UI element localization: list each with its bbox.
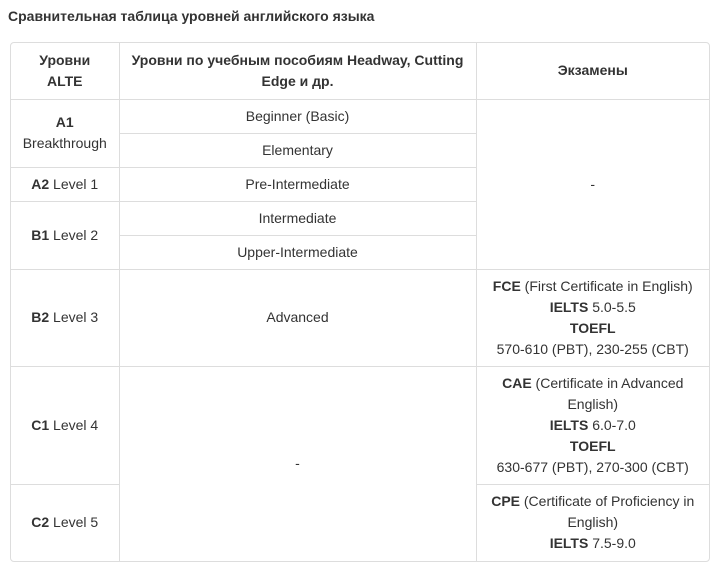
exam-cae-desc: (Certificate in Advanced English) xyxy=(531,374,684,412)
level-name: Level 1 xyxy=(49,175,99,192)
level-name: Level 2 xyxy=(49,226,99,243)
exams-c2: CPE (Certificate of Proficiency in Engli… xyxy=(475,483,709,561)
level-b2: B2 Level 3 xyxy=(11,268,120,367)
exam-toefl-score: 570-610 (PBT), 230-255 (CBT) xyxy=(496,340,689,357)
table-header-row: Уровни ALTE Уровни по учебным пособиям H… xyxy=(11,43,709,100)
level-name: Level 3 xyxy=(49,309,99,325)
level-a2: A2 Level 1 xyxy=(11,166,120,202)
header-alte-levels: Уровни ALTE xyxy=(11,43,120,100)
exam-fce-name: FCE xyxy=(492,277,521,294)
level-name: Level 4 xyxy=(49,416,99,433)
table-row: Elementary xyxy=(11,132,709,168)
table-row: C1 Level 4 - CAE (Certificate in Advance… xyxy=(11,365,709,561)
book-level-pre-intermediate: Pre-Intermediate xyxy=(118,166,476,202)
exams-c1: CAE (Certificate in Advanced English) IE… xyxy=(475,365,709,485)
table-row: B2 Level 3 Advanced FCE (First Certifica… xyxy=(11,268,709,367)
levels-table: Уровни ALTE Уровни по учебным пособиям H… xyxy=(11,43,709,561)
level-code: C1 xyxy=(31,416,50,433)
exam-ielts-name: IELTS xyxy=(549,535,589,552)
exam-ielts: IELTS 5.0-5.5 xyxy=(483,297,704,318)
book-level-intermediate: Intermediate xyxy=(118,200,476,236)
exam-ielts-name: IELTS xyxy=(549,416,589,433)
book-level-elementary: Elementary xyxy=(119,132,476,168)
exam-toefl-name: TOEFL xyxy=(569,319,616,336)
exam-ielts-score: 6.0-7.0 xyxy=(588,416,636,433)
exam-ielts: IELTS 6.0-7.0 xyxy=(491,415,696,436)
level-name: Breakthrough xyxy=(22,135,107,151)
exams-b2: FCE (First Certificate in English) IELTS… xyxy=(475,268,709,367)
book-level-advanced: Advanced xyxy=(118,268,477,367)
exam-cpe: CPE (Certificate of Proficiency in Engli… xyxy=(491,491,696,533)
exam-cpe-desc: (Certificate of Proficiency in English) xyxy=(520,493,695,531)
level-b1: B1 Level 2 xyxy=(11,200,120,270)
level-c2: C2 Level 5 xyxy=(11,483,120,561)
exam-toefl-score: 630-677 (PBT), 270-300 (CBT) xyxy=(496,458,689,475)
table-row: A1 Breakthrough Beginner (Basic) - xyxy=(11,98,709,270)
level-c1: C1 Level 4 xyxy=(11,365,120,485)
exam-ielts-name: IELTS xyxy=(549,298,589,315)
exam-ielts: IELTS 7.5-9.0 xyxy=(491,533,696,554)
header-textbook-levels: Уровни по учебным пособиям Headway, Cutt… xyxy=(118,43,477,100)
exam-cpe-name: CPE xyxy=(491,493,520,510)
exam-fce-desc: (First Certificate in English) xyxy=(520,277,693,294)
level-code: B2 xyxy=(31,309,50,325)
exam-toefl-name: TOEFL xyxy=(569,437,616,454)
exam-ielts-score: 7.5-9.0 xyxy=(588,535,636,552)
table-row: A2 Level 1 Pre-Intermediate xyxy=(11,166,709,202)
exam-ielts-score: 5.0-5.5 xyxy=(588,298,636,315)
table-row: C2 Level 5 CPE (Certificate of Proficien… xyxy=(11,483,709,561)
book-level-none: - xyxy=(118,365,477,561)
level-name: Level 5 xyxy=(49,514,99,531)
exam-cae-name: CAE xyxy=(502,374,532,391)
table-row: Upper-Intermediate xyxy=(11,234,709,270)
book-level-beginner: Beginner (Basic) xyxy=(118,98,477,134)
header-exams: Экзамены xyxy=(475,43,709,100)
page-title: Сравнительная таблица уровней английског… xyxy=(8,8,375,24)
level-code: C2 xyxy=(31,514,50,531)
exam-cae: CAE (Certificate in Advanced English) xyxy=(491,373,696,415)
level-code: B1 xyxy=(31,226,50,243)
levels-table-frame: Уровни ALTE Уровни по учебным пособиям H… xyxy=(10,42,710,562)
level-code: A2 xyxy=(31,175,50,192)
level-a1: A1 Breakthrough xyxy=(11,98,120,168)
book-level-upper-intermediate: Upper-Intermediate xyxy=(119,234,476,270)
exams-none-lower: - xyxy=(475,98,709,270)
exam-fce: FCE (First Certificate in English) xyxy=(483,276,704,297)
level-code: A1 xyxy=(55,114,74,130)
